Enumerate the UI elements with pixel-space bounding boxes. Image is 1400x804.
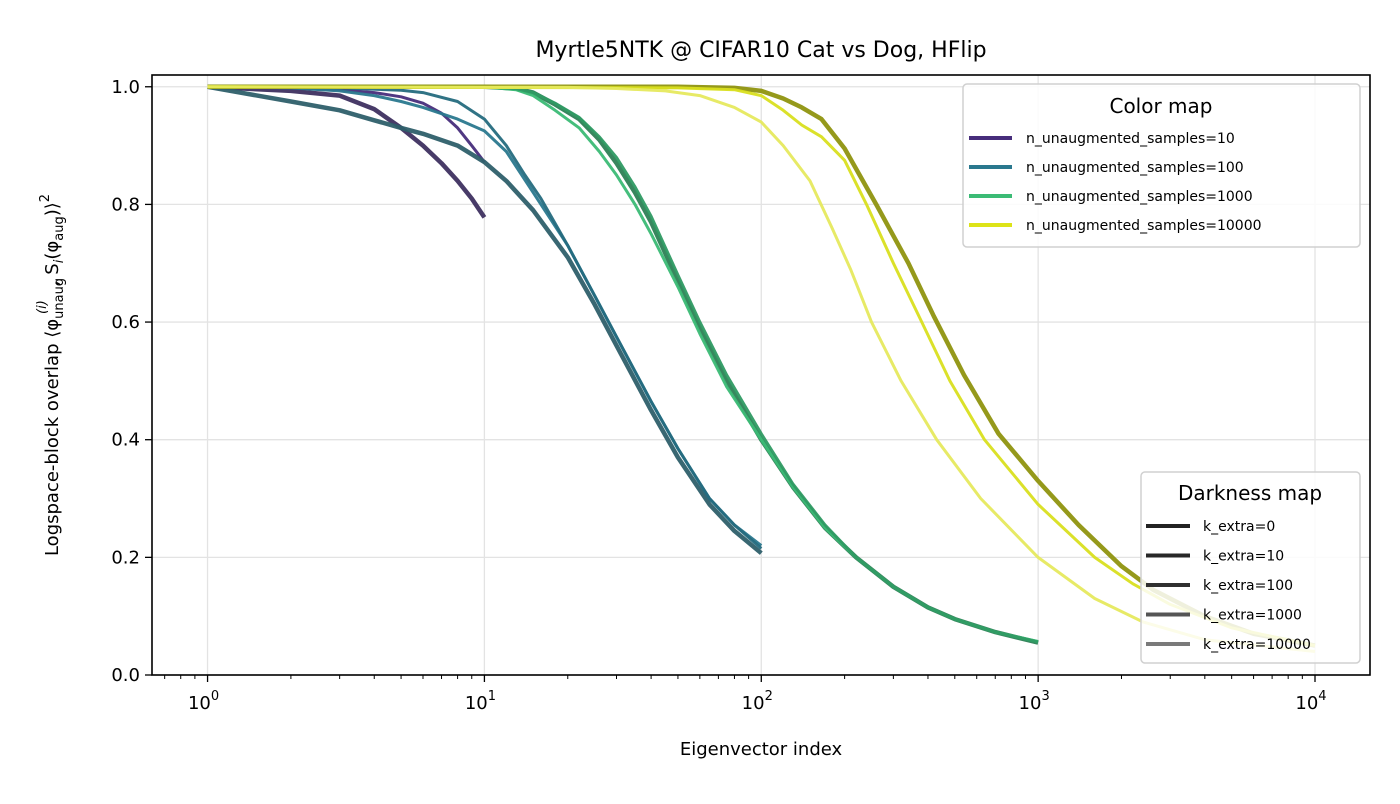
legend-darkness-title: Darkness map [1178, 481, 1322, 505]
legend-color-title: Color map [1109, 94, 1212, 118]
series-lines [207, 84, 1316, 653]
chart-title: Myrtle5NTK @ CIFAR10 Cat vs Dog, HFlip [535, 38, 986, 63]
x-axis-label: Eigenvector index [680, 739, 843, 760]
series-line-n10 [207, 84, 487, 219]
series-line-n10000 [207, 85, 1316, 653]
series-line-n1000 [207, 85, 1039, 644]
y-tick-label: 0.6 [111, 312, 140, 333]
x-tick-label: 101 [465, 689, 496, 714]
y-tick-label: 0.0 [111, 665, 140, 686]
y-axis-label: Logspace-block overlap ⟨φunaug(i), Si(φa… [35, 194, 67, 556]
legend-darkness-label: k_extra=0 [1203, 519, 1275, 535]
legend-darkness-label: k_extra=1000 [1203, 608, 1302, 624]
x-tick-label: 103 [1019, 689, 1050, 714]
y-tick-label: 1.0 [111, 77, 140, 98]
x-tick-label: 100 [188, 689, 219, 714]
legend-darkness-label: k_extra=100 [1203, 578, 1293, 594]
x-tick-label: 104 [1295, 689, 1326, 714]
legend-darkness-label: k_extra=10000 [1203, 637, 1311, 653]
y-tick-label: 0.8 [111, 194, 140, 215]
legend-color-map: Color map n_unaugmented_samples=10 n_unau… [962, 83, 1361, 248]
y-tick-label: 0.4 [111, 430, 140, 451]
y-tick-label: 0.2 [111, 547, 140, 568]
legend-darkness-map: Darkness map k_extra=0 k_extra=10 k_extra=… [1140, 471, 1361, 664]
series-line-n10000 [207, 85, 1316, 648]
series-line-n100 [207, 85, 763, 550]
x-axis: 100 101 102 103 104 [164, 675, 1327, 714]
legend-darkness-label: k_extra=10 [1203, 549, 1284, 565]
x-tick-label: 102 [742, 689, 773, 714]
legend-color-label: n_unaugmented_samples=10 [1026, 131, 1235, 147]
series-line-n100 [207, 84, 763, 555]
legend-color-label: n_unaugmented_samples=10000 [1026, 218, 1262, 234]
legend-color-label: n_unaugmented_samples=1000 [1026, 189, 1253, 205]
legend-color-label: n_unaugmented_samples=100 [1026, 160, 1244, 176]
y-axis: 0.0 0.2 0.4 0.6 0.8 1.0 [111, 77, 152, 686]
